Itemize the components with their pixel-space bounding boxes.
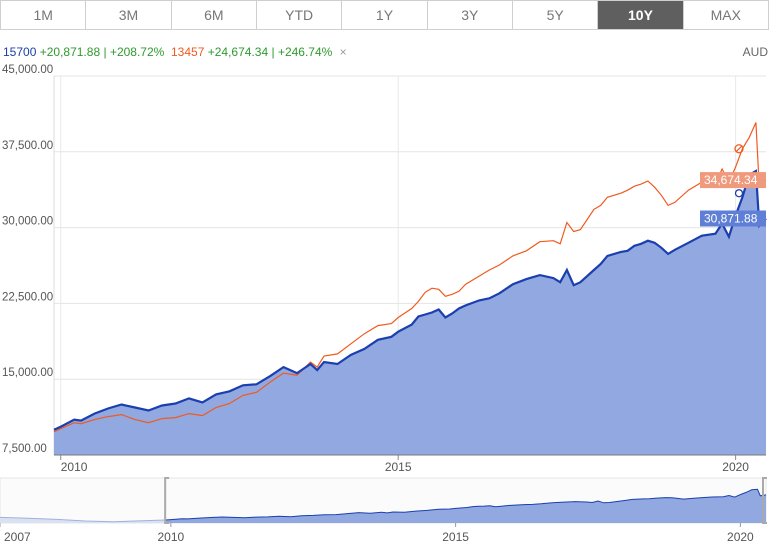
series-13457-last-value: 34,674.34 bbox=[704, 173, 758, 187]
y-tick-label: 37,500.00 bbox=[2, 140, 53, 152]
range-tabs: 1M 3M 6M YTD 1Y 3Y 5Y 10Y MAX bbox=[0, 0, 769, 30]
series-legend: 15700 +20,871.88 | +208.72% 13457 +24,67… bbox=[3, 45, 347, 59]
navigator-x-tick-label: 2015 bbox=[442, 530, 469, 544]
x-tick-label: 2010 bbox=[61, 460, 88, 474]
navigator-area bbox=[165, 489, 766, 523]
tab-1y[interactable]: 1Y bbox=[342, 1, 428, 29]
navigator-line bbox=[165, 488, 767, 521]
x-tick-label: 2015 bbox=[385, 460, 412, 474]
tab-max[interactable]: MAX bbox=[683, 1, 768, 29]
navigator-handle-right[interactable] bbox=[762, 477, 767, 524]
tab-6m[interactable]: 6M bbox=[171, 1, 257, 29]
series2-separator: | bbox=[271, 45, 275, 59]
currency-label: AUD bbox=[742, 45, 768, 59]
tab-3y[interactable]: 3Y bbox=[427, 1, 513, 29]
series2-pct: +246.74% bbox=[277, 45, 333, 59]
series1-code: 15700 bbox=[3, 45, 37, 59]
navigator-x-tick-label: 2010 bbox=[158, 530, 185, 544]
series-13457-marker bbox=[734, 144, 744, 154]
y-tick-label: 15,000.00 bbox=[2, 367, 53, 379]
navigator-history-line bbox=[0, 516, 166, 523]
tab-10y[interactable]: 10Y bbox=[598, 1, 684, 29]
y-tick-label: 22,500.00 bbox=[2, 291, 53, 303]
series1-pct: +208.72% bbox=[109, 45, 165, 59]
tab-5y[interactable]: 5Y bbox=[512, 1, 599, 29]
series-15700-last-value-bg bbox=[700, 210, 766, 227]
tab-3m[interactable]: 3M bbox=[86, 1, 172, 29]
series1-change: +20,871.88 bbox=[39, 45, 101, 59]
series2-code: 13457 bbox=[171, 45, 205, 59]
y-tick-label: 30,000.00 bbox=[2, 216, 53, 228]
y-tick-label: 45,000.00 bbox=[2, 64, 53, 76]
tab-1m[interactable]: 1M bbox=[1, 1, 87, 29]
navigator-handle-left[interactable] bbox=[164, 477, 170, 524]
series2-change: +24,674.34 bbox=[207, 45, 269, 59]
series-13457-line bbox=[53, 122, 767, 433]
series-13457-last-value-bg bbox=[700, 172, 766, 189]
series-15700-marker bbox=[734, 189, 744, 198]
series-13457-marker-slash bbox=[735, 145, 743, 153]
tab-ytd[interactable]: YTD bbox=[256, 1, 343, 29]
series-15700-line bbox=[53, 169, 767, 431]
series-15700-last-value: 30,871.88 bbox=[704, 212, 758, 226]
navigator-x-tick-label: 2007 bbox=[4, 530, 31, 544]
series-15700-area bbox=[54, 171, 766, 455]
remove-comparison-close-icon[interactable]: × bbox=[339, 45, 347, 59]
series1-separator: | bbox=[103, 45, 107, 59]
navigator-x-tick-label: 2020 bbox=[727, 530, 754, 544]
x-tick-label: 2020 bbox=[722, 460, 749, 474]
y-tick-label: 7,500.00 bbox=[2, 443, 47, 455]
